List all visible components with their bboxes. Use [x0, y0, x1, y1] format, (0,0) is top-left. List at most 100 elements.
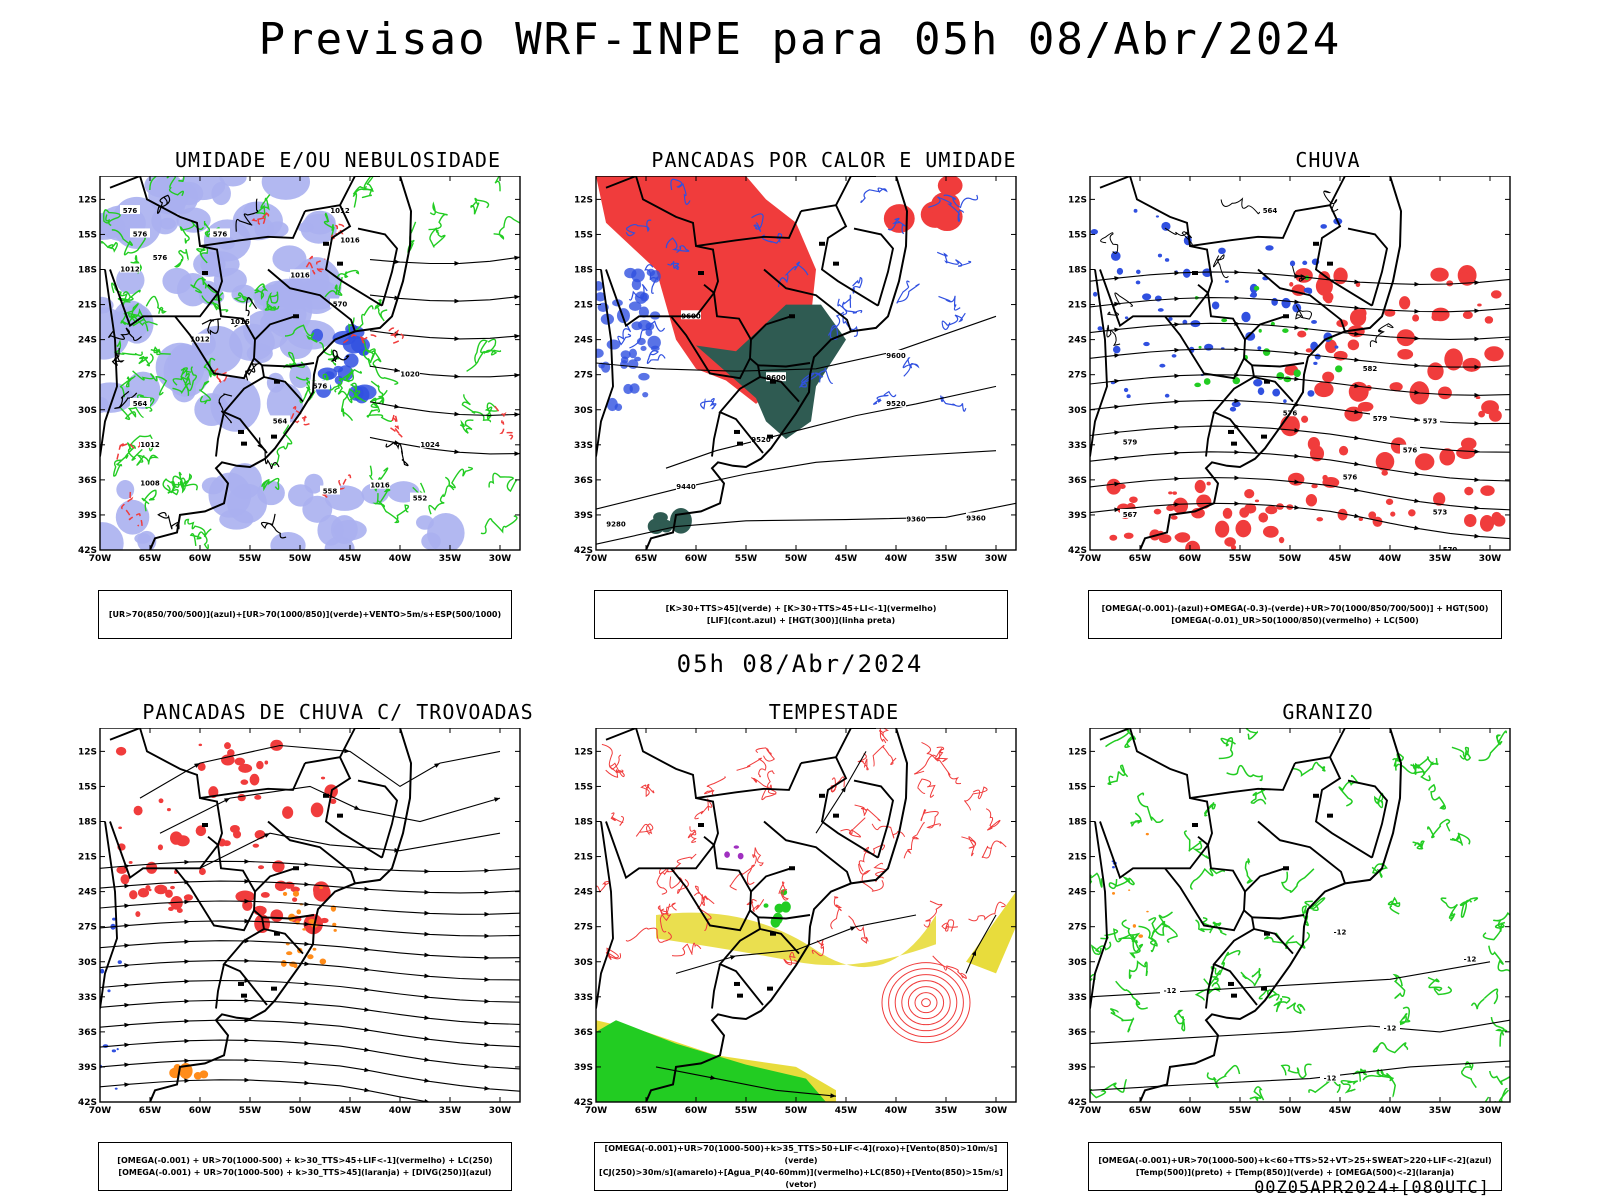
map-frame: -12 -12 -12 -12 -12 12S 15S 18S 21S 24S 27S 30S 33S 3… [1068, 727, 1514, 1124]
flow-arrow [244, 859, 250, 864]
flow-arrow [304, 881, 310, 887]
low-humidity-contour [111, 229, 146, 256]
streamline [1090, 297, 1510, 313]
rain-upper-area [1241, 311, 1251, 323]
border-line [267, 820, 356, 884]
thunderstorm-area [229, 824, 240, 833]
flow-arrow [1294, 505, 1300, 510]
contour-label-bg [681, 310, 701, 320]
precipitable-water-contour [729, 864, 756, 891]
border-line [1329, 176, 1370, 206]
temp850-contour [1245, 728, 1258, 740]
flow-arrow [424, 889, 430, 895]
flow-arrow [1414, 336, 1420, 341]
lake-marker [323, 793, 329, 798]
x-tick-label: 50W [289, 554, 312, 564]
rain-omega-area [1397, 348, 1414, 360]
lake-marker [1192, 823, 1198, 828]
rain-strong-area [1293, 369, 1301, 378]
contour-label: 1024 [420, 441, 440, 449]
flow-arrow [1294, 350, 1300, 356]
flow-arrow [124, 883, 130, 889]
thunderstorm-area [120, 874, 130, 885]
plot-border [1089, 727, 1511, 1103]
rain-omega-area [1444, 348, 1463, 371]
thickness-contour [329, 223, 345, 240]
contour-label: 9520 [886, 400, 906, 408]
rain-omega-area [1206, 481, 1211, 486]
thunderstorm-area [310, 802, 324, 818]
humidity-upper-area [116, 480, 135, 500]
temp850-contour [1484, 1087, 1508, 1102]
streamline [100, 999, 520, 1025]
low-humidity-contour [120, 406, 144, 421]
flow-arrow [1234, 449, 1240, 455]
flow-arrow [1114, 353, 1120, 358]
flow-arrow [1174, 373, 1180, 379]
y-tick-label: 24S [574, 888, 593, 898]
flow-arrow [244, 958, 250, 964]
humidity-upper-area [289, 362, 312, 389]
low-humidity-contour [119, 375, 136, 398]
rain-upper-area [1218, 247, 1226, 255]
temp850-contour [1244, 858, 1254, 884]
temp850-contour [1459, 897, 1479, 918]
y-tick-label: 33S [1068, 993, 1087, 1003]
border-line [750, 867, 792, 893]
height-contour [1323, 190, 1339, 213]
border-line [304, 756, 383, 859]
contour-label-bg [1420, 415, 1440, 425]
precipitable-water-contour [755, 747, 776, 762]
lif-contour-area [596, 280, 603, 291]
temp850-contour [1273, 996, 1291, 1013]
rain-omega-area [1305, 494, 1318, 507]
rain-omega-area [1480, 485, 1495, 496]
lif-contour-area [614, 403, 623, 412]
pressure-isobar [111, 347, 125, 366]
border-line [215, 411, 225, 457]
precipitable-water-contour [917, 778, 936, 798]
y-tick-label: 39S [1068, 511, 1087, 521]
low-humidity-contour [141, 489, 157, 512]
temp850-contour [1427, 976, 1452, 996]
streamline [199, 832, 501, 869]
contour-label-bg [150, 251, 170, 261]
border-line [596, 821, 614, 1009]
precipitable-water-contour [671, 942, 702, 957]
thunderstorm-instability-area [319, 886, 324, 889]
thunderstorm-area [133, 805, 143, 816]
run-info-footer: 00Z05APR2024+[080UTC] [1254, 1178, 1490, 1198]
rain-omega-area [1347, 339, 1360, 351]
flow-arrow [124, 983, 130, 988]
contour-label-bg [320, 485, 340, 495]
x-tick-label: 45W [1329, 1106, 1352, 1116]
storm-core-area [737, 852, 744, 860]
lif-contour-area [628, 348, 638, 359]
flow-arrow [184, 1038, 190, 1044]
temp850-contour [1304, 897, 1326, 912]
lif-contour-area [628, 301, 642, 311]
low-humidity-contour [488, 472, 518, 493]
heat-humidity-area [696, 304, 846, 439]
contour-label: 1016 [370, 482, 390, 490]
humidity-upper-area [208, 472, 252, 518]
rain-omega-area [1357, 307, 1367, 319]
border-line [339, 176, 380, 206]
temp850-contour [1340, 1079, 1358, 1094]
rain-omega-area [1333, 267, 1348, 285]
lif-contour-area [638, 306, 649, 318]
low-humidity-contour [428, 485, 455, 515]
x-tick-label: 65W [1129, 1106, 1152, 1116]
temp850-contour [1148, 911, 1173, 936]
low-humidity-contour [366, 409, 393, 422]
thunderstorm-area [254, 914, 271, 934]
low-humidity-contour [461, 394, 492, 423]
precipitable-water-contour [610, 812, 624, 826]
contour-label: 1020 [400, 371, 420, 379]
x-tick-label: 30W [489, 554, 512, 564]
y-tick-label: 39S [78, 1063, 97, 1073]
lake-marker [1327, 813, 1333, 818]
omega500-area [1146, 910, 1149, 913]
temp850-contour [1128, 960, 1148, 980]
lif-contour [896, 280, 920, 304]
